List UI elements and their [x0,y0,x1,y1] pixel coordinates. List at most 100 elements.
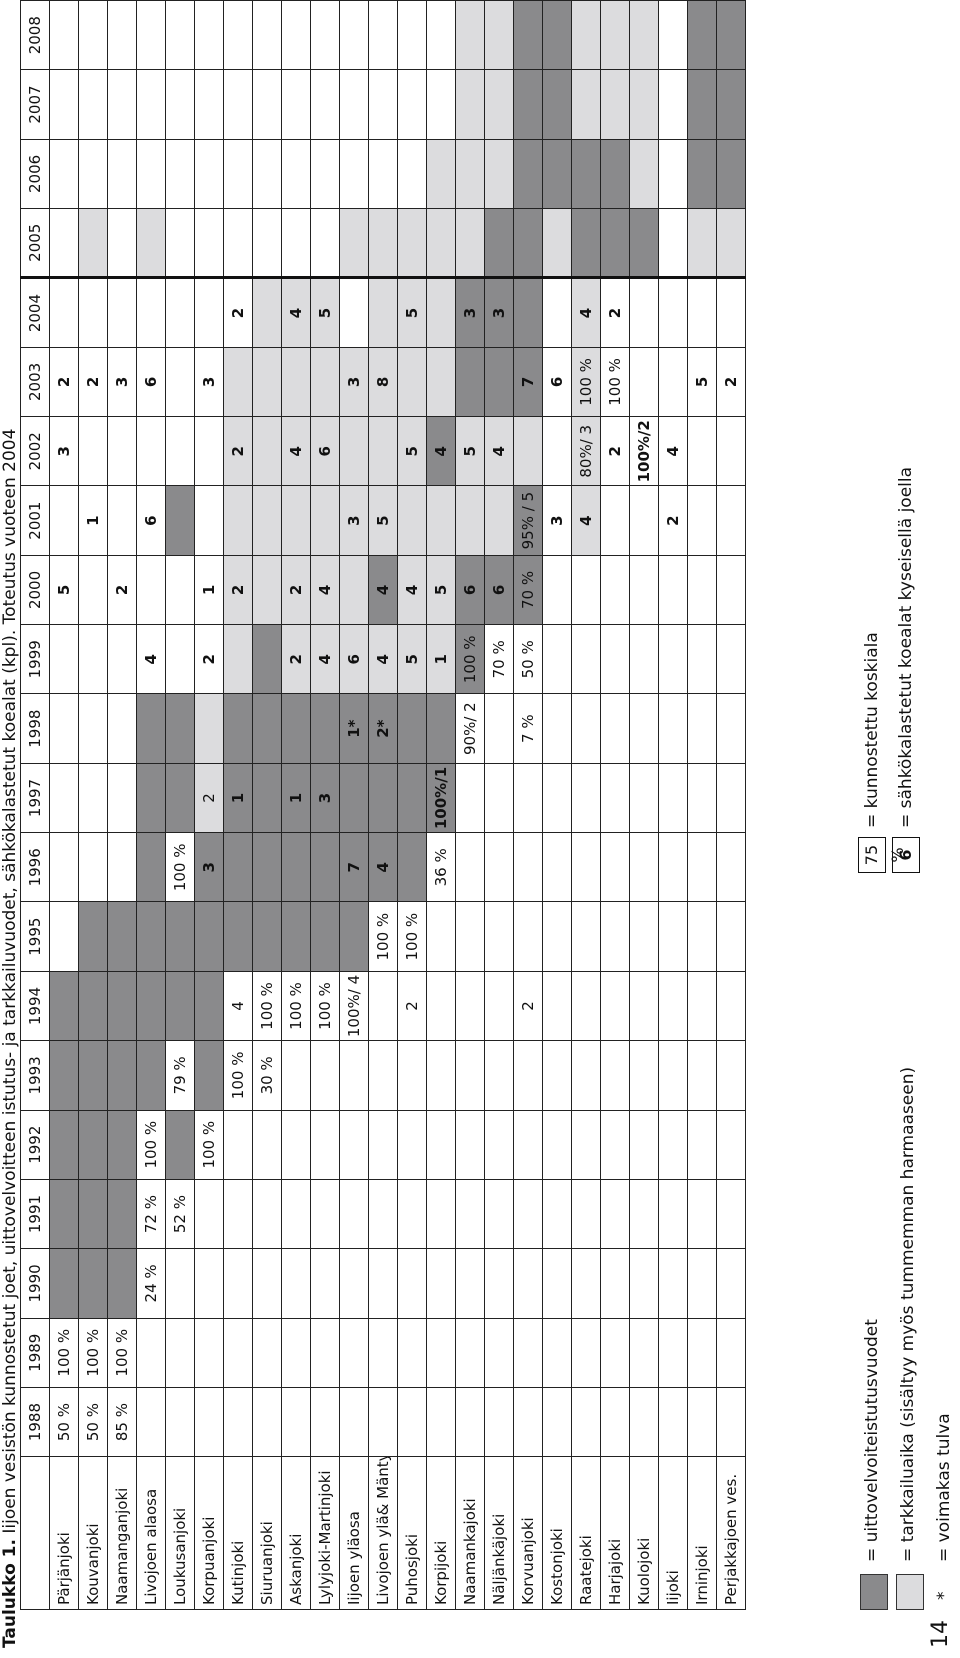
table-cell [252,139,282,209]
table-cell [629,555,659,625]
table-cell [339,555,369,625]
table-cell [165,208,195,278]
table-cell [571,1040,601,1111]
table-cell [600,139,630,209]
table-cell: 100 % [194,1110,224,1180]
table-cell [513,1110,543,1180]
table-row: Kostonjoki 3 6 [542,0,572,1610]
table-cell [339,0,369,70]
table-cell [426,1387,456,1457]
table-cell [658,1179,688,1249]
table-cell [600,1040,630,1111]
table-cell [78,555,108,625]
table-cell [571,555,601,625]
table-cell [687,69,717,140]
table-cell [571,624,601,694]
table-cell [136,971,166,1041]
river-name: Puhosjoki [397,1456,427,1610]
year-header: 2008 [20,0,50,70]
table-cell: 70 % [513,555,543,625]
table-cell: 2* [368,693,398,764]
table-cell [629,1110,659,1180]
table-cell [658,347,688,417]
table-cell [252,416,282,486]
table-cell [136,1387,166,1457]
table-cell [223,902,253,972]
table-cell [194,139,224,209]
table-cell: 5 [397,624,427,694]
table-cell [339,1040,369,1111]
table-cell [571,1248,601,1319]
year-header: 1992 [20,1110,50,1180]
table-cell [513,139,543,209]
table-cell [252,347,282,417]
table-cell: 6 [339,624,369,694]
table-cell [542,624,572,694]
table-cell: 90%/ 2 [455,693,485,764]
table-cell [484,139,514,209]
table-cell [78,69,108,140]
table-cell [571,1318,601,1388]
table-cell [252,1318,282,1388]
table-cell [223,139,253,209]
year-header: 1988 [20,1387,50,1457]
table-cell: 4 [571,277,601,348]
table-cell [252,1248,282,1319]
table-cell [455,139,485,209]
table-cell [687,277,717,348]
table-cell: 6 [542,347,572,417]
table-cell [571,832,601,902]
table-cell: 100 % [136,1110,166,1180]
table-cell [107,485,137,556]
table-cell [455,1248,485,1319]
table-cell [629,277,659,348]
table-cell: 2 [716,347,746,417]
table-cell [513,277,543,348]
table-cell: 2 [600,277,630,348]
table-cell [281,1387,311,1457]
table-cell [600,0,630,70]
table-cell [455,1387,485,1457]
table-cell [629,69,659,140]
table-cell [339,277,369,348]
table-cell [281,208,311,278]
table-cell [252,555,282,625]
table-row: Lylyjoki-Martinjoki 100 % 3 4 4 6 5 [310,0,340,1610]
table-cell [49,1179,79,1249]
table-cell: 3 [339,347,369,417]
table-cell [658,902,688,972]
table-cell: 5 [49,555,79,625]
table-cell [252,902,282,972]
table-cell [397,1248,427,1319]
table-cell [136,902,166,972]
table-cell [687,693,717,764]
year-header: 1989 [20,1318,50,1388]
table-cell: 100 % [455,624,485,694]
table-cell [455,1318,485,1388]
table-cell [484,693,514,764]
table-row: Iijoki 2 4 [658,0,688,1610]
table-cell: 1 [194,555,224,625]
table-cell [49,1248,79,1319]
table-cell [397,1040,427,1111]
table-cell [513,1248,543,1319]
legend-dark-swatch [860,1574,888,1610]
table-cell [658,763,688,833]
table-cell [542,1387,572,1457]
table-cell: 5 [455,416,485,486]
table-cell: 4 [368,832,398,902]
table-cell: 2 [78,347,108,417]
table-cell [252,1110,282,1180]
table-row: Korpuanjoki 100 % 3 2 2 1 3 [194,0,224,1610]
table-row: Naamanganjoki 85 % 100 % 2 3 [107,0,137,1610]
table-cell [281,485,311,556]
river-name: Naamanganjoki [107,1456,137,1610]
table-cell [165,693,195,764]
table-cell: 100 % [223,1040,253,1111]
table-cell [687,624,717,694]
table-cell [600,832,630,902]
table-cell: 3 [455,277,485,348]
table-cell [252,0,282,70]
table-cell [629,1387,659,1457]
table-cell [223,347,253,417]
